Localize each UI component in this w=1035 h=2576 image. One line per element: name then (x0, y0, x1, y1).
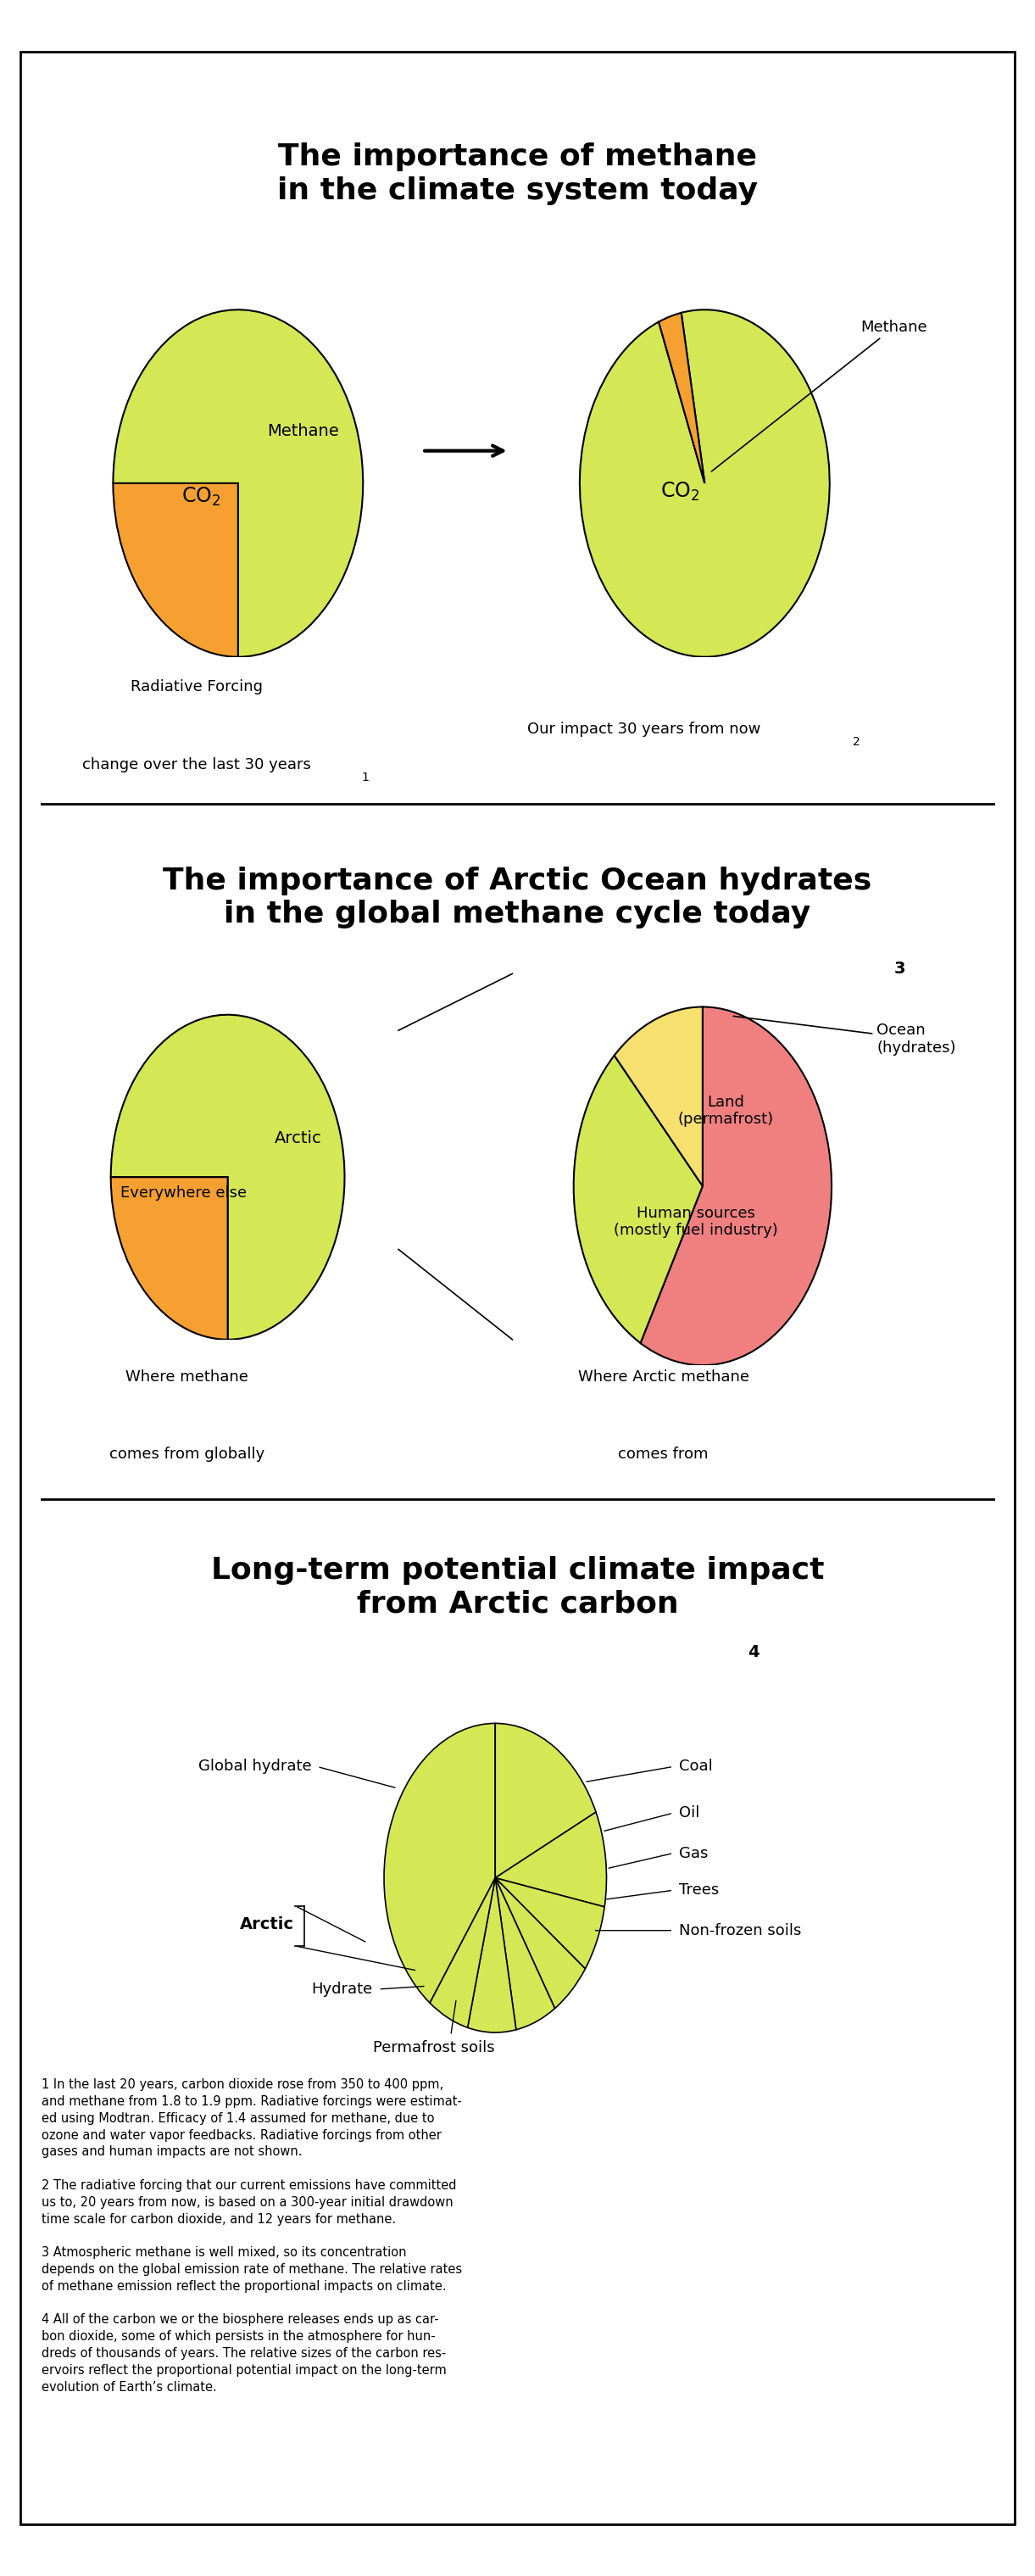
Wedge shape (496, 1878, 585, 2009)
Text: Arctic: Arctic (274, 1131, 322, 1146)
Text: Trees: Trees (679, 1883, 719, 1899)
Wedge shape (496, 1811, 607, 1906)
Text: Methane: Methane (711, 319, 927, 471)
Text: Where Arctic methane: Where Arctic methane (578, 1368, 749, 1383)
Text: Everywhere else: Everywhere else (120, 1185, 246, 1200)
Wedge shape (430, 1878, 496, 2027)
Wedge shape (111, 1015, 345, 1340)
Wedge shape (468, 1878, 516, 2032)
Wedge shape (496, 1878, 555, 2030)
Wedge shape (496, 1723, 596, 1878)
Text: Ocean
(hydrates): Ocean (hydrates) (734, 1015, 956, 1056)
Text: Methane: Methane (267, 422, 338, 440)
Wedge shape (658, 312, 705, 484)
Wedge shape (496, 1878, 604, 1968)
Text: CO$_2$: CO$_2$ (660, 482, 700, 502)
Text: comes from: comes from (618, 1448, 709, 1463)
Text: Radiative Forcing: Radiative Forcing (130, 680, 263, 693)
Text: The importance of methane
in the climate system today: The importance of methane in the climate… (277, 142, 758, 206)
Wedge shape (580, 309, 830, 657)
Text: 1: 1 (362, 773, 369, 783)
Text: Permafrost soils: Permafrost soils (374, 2040, 495, 2056)
Wedge shape (615, 1007, 703, 1185)
Wedge shape (573, 1056, 703, 1342)
Text: Coal: Coal (679, 1759, 712, 1775)
Text: Where methane: Where methane (125, 1368, 248, 1383)
Text: Non-frozen soils: Non-frozen soils (679, 1922, 801, 1937)
Text: Arctic: Arctic (240, 1917, 294, 1932)
Text: comes from globally: comes from globally (109, 1448, 264, 1463)
Text: 3: 3 (893, 961, 905, 976)
Wedge shape (113, 309, 363, 657)
Text: change over the last 30 years: change over the last 30 years (82, 757, 310, 773)
Text: CO$_2$: CO$_2$ (181, 487, 220, 507)
Wedge shape (641, 1007, 831, 1365)
Text: Our impact 30 years from now: Our impact 30 years from now (527, 721, 761, 737)
Text: The importance of Arctic Ocean hydrates
in the global methane cycle today: The importance of Arctic Ocean hydrates … (164, 866, 871, 930)
Text: Hydrate: Hydrate (312, 1981, 373, 1996)
Text: Long-term potential climate impact
from Arctic carbon: Long-term potential climate impact from … (211, 1556, 824, 1618)
Wedge shape (384, 1723, 496, 2004)
Text: 4: 4 (748, 1643, 760, 1662)
Wedge shape (113, 484, 238, 657)
Wedge shape (111, 1177, 228, 1340)
Text: 1 In the last 20 years, carbon dioxide rose from 350 to 400 ppm,
and methane fro: 1 In the last 20 years, carbon dioxide r… (41, 2079, 462, 2393)
Text: Oil: Oil (679, 1806, 700, 1821)
Text: Global hydrate: Global hydrate (199, 1759, 312, 1775)
Text: Land
(permafrost): Land (permafrost) (678, 1095, 774, 1128)
Text: Gas: Gas (679, 1844, 708, 1860)
Text: Human sources
(mostly fuel industry): Human sources (mostly fuel industry) (614, 1206, 778, 1239)
Text: 2: 2 (853, 737, 860, 747)
